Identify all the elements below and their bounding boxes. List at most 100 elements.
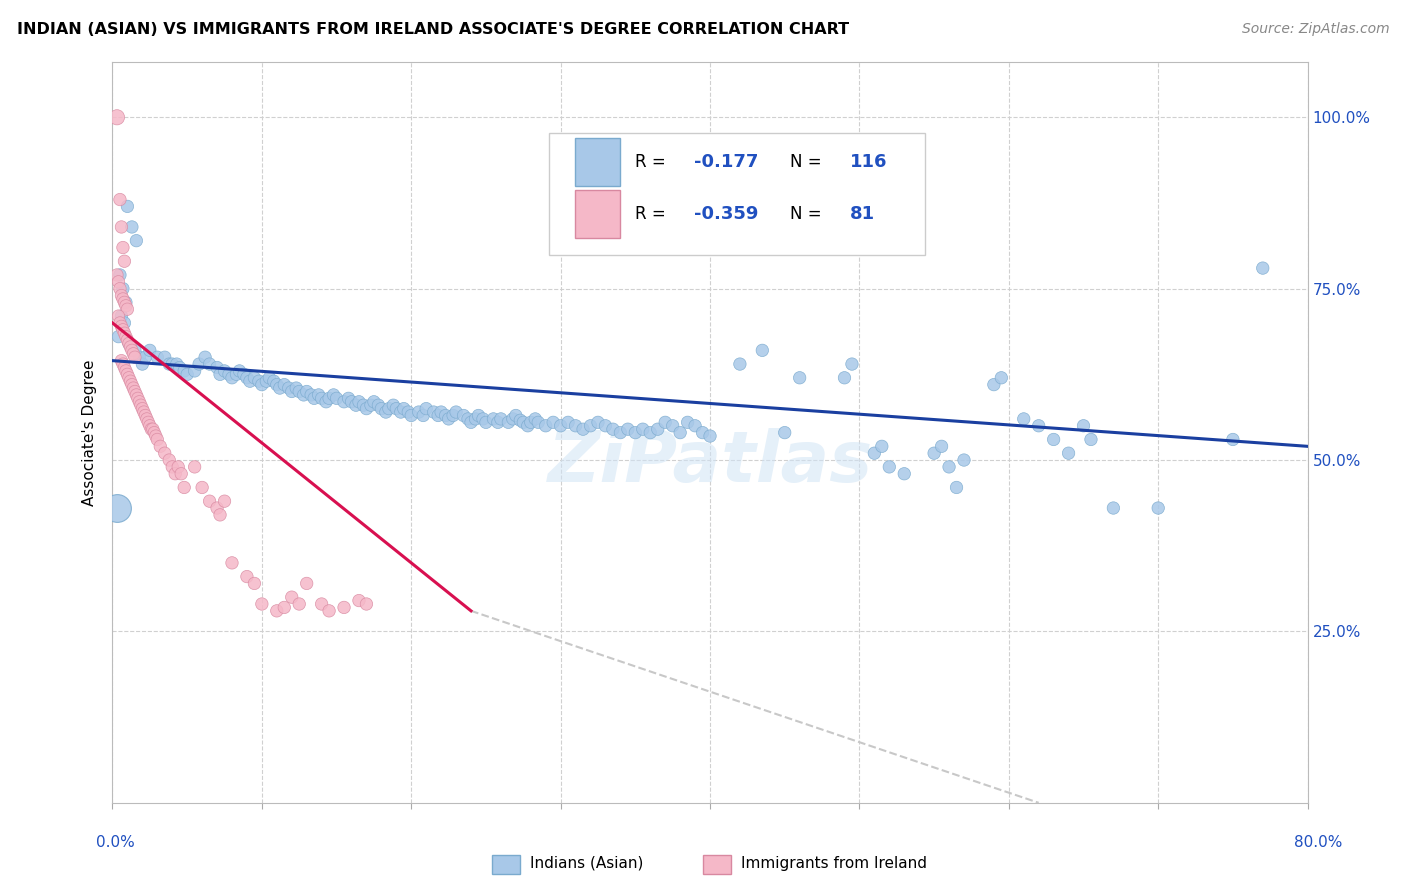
Point — [460, 415, 482, 429]
Point — [131, 401, 153, 416]
FancyBboxPatch shape — [575, 190, 620, 238]
Point — [389, 405, 412, 419]
Point — [273, 600, 295, 615]
Point — [751, 343, 773, 358]
Point — [165, 467, 187, 481]
Point — [247, 374, 270, 388]
Point — [108, 282, 131, 296]
Point — [110, 288, 132, 302]
Point — [382, 398, 405, 412]
Point — [624, 425, 647, 440]
Point — [139, 343, 162, 358]
Point — [118, 336, 141, 351]
Point — [360, 398, 382, 412]
Point — [111, 282, 134, 296]
Point — [541, 415, 564, 429]
Point — [266, 377, 288, 392]
Point — [318, 604, 340, 618]
Point — [789, 371, 811, 385]
Point — [699, 429, 721, 443]
Point — [308, 388, 330, 402]
Text: N =: N = — [790, 205, 827, 223]
Point — [1080, 433, 1102, 447]
Point — [118, 336, 141, 351]
Point — [356, 597, 378, 611]
Point — [344, 398, 367, 412]
Point — [132, 405, 155, 419]
Point — [166, 357, 188, 371]
Point — [834, 371, 856, 385]
Y-axis label: Associate's Degree: Associate's Degree — [82, 359, 97, 506]
Point — [863, 446, 886, 460]
Point — [990, 371, 1012, 385]
Point — [117, 302, 139, 317]
Point — [437, 412, 460, 426]
Point — [107, 275, 129, 289]
Point — [441, 409, 464, 423]
Point — [115, 364, 138, 378]
Point — [472, 412, 495, 426]
Point — [173, 480, 195, 494]
Point — [640, 425, 662, 440]
Point — [654, 415, 676, 429]
Point — [945, 480, 967, 494]
Point — [602, 422, 624, 436]
Point — [340, 394, 363, 409]
Point — [370, 401, 392, 416]
Point — [239, 374, 262, 388]
Text: Immigrants from Ireland: Immigrants from Ireland — [741, 856, 927, 871]
Text: 0.0%: 0.0% — [96, 836, 135, 850]
Point — [198, 357, 221, 371]
Point — [922, 446, 945, 460]
Point — [401, 409, 423, 423]
Point — [277, 381, 299, 395]
Point — [108, 316, 131, 330]
Point — [121, 219, 143, 234]
Point — [609, 425, 631, 440]
Point — [153, 350, 176, 364]
Point — [125, 388, 148, 402]
Point — [107, 309, 129, 323]
Point — [118, 371, 141, 385]
Point — [412, 409, 434, 423]
Point — [114, 326, 135, 341]
Point — [124, 384, 146, 399]
Point — [129, 398, 152, 412]
Point — [1102, 501, 1125, 516]
Point — [169, 360, 191, 375]
Point — [879, 459, 901, 474]
Point — [464, 412, 486, 426]
Point — [110, 309, 132, 323]
Point — [392, 401, 415, 416]
Text: R =: R = — [634, 205, 671, 223]
Point — [225, 368, 247, 382]
Point — [1251, 261, 1274, 276]
FancyBboxPatch shape — [575, 138, 620, 186]
Point — [214, 364, 236, 378]
Point — [111, 292, 134, 306]
Point — [676, 415, 699, 429]
Point — [467, 409, 489, 423]
Point — [505, 409, 527, 423]
Point — [135, 412, 157, 426]
Point — [128, 394, 150, 409]
Point — [347, 394, 370, 409]
Point — [115, 329, 138, 343]
Text: R =: R = — [634, 153, 671, 171]
Point — [127, 392, 149, 406]
Point — [489, 412, 512, 426]
Point — [295, 384, 318, 399]
Point — [233, 368, 256, 382]
Point — [221, 556, 243, 570]
Point — [669, 425, 692, 440]
Point — [572, 422, 595, 436]
Point — [117, 199, 139, 213]
Point — [125, 234, 148, 248]
Point — [524, 412, 547, 426]
Point — [120, 374, 142, 388]
Point — [236, 569, 259, 583]
Point — [250, 597, 273, 611]
Point — [236, 371, 259, 385]
Point — [683, 418, 706, 433]
Point — [318, 392, 340, 406]
